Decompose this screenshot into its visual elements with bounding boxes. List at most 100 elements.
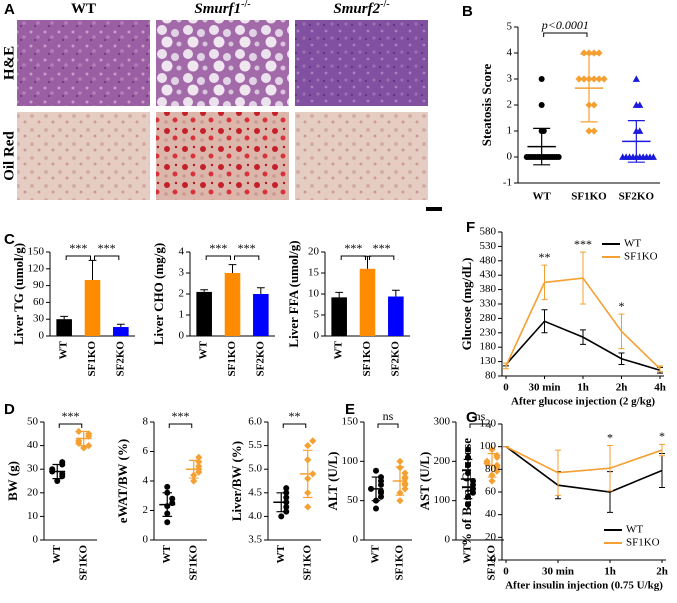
- significance-bracket: [543, 32, 588, 37]
- dot: [49, 466, 56, 473]
- significance-label: *: [607, 430, 613, 444]
- bar: [331, 297, 347, 336]
- y-axis-label: Steatosis Score: [479, 64, 494, 147]
- y-axis-label: Liver CHO (mg/g): [151, 243, 166, 345]
- dot: [85, 442, 93, 450]
- y-tick-label: 30: [33, 313, 45, 325]
- y-tick-label: 60: [485, 486, 497, 498]
- histology-image: [17, 112, 150, 200]
- dot: [373, 505, 379, 512]
- bar: [388, 296, 404, 336]
- dot: [396, 497, 404, 505]
- x-tick-label: 2h: [616, 382, 628, 394]
- dot: [278, 513, 285, 520]
- y-tick-label: 100: [480, 440, 497, 452]
- significance-bracket: [377, 423, 399, 428]
- dot: [195, 462, 203, 470]
- dot: [169, 495, 176, 502]
- significance-bracket: [168, 423, 193, 428]
- error-bar: [541, 309, 548, 334]
- bar: [359, 268, 376, 336]
- gene-name: Smurf1: [194, 1, 241, 17]
- x-tick-label: 0: [503, 382, 509, 394]
- significance-bracket: [282, 423, 307, 428]
- gene-name: WT: [71, 1, 96, 17]
- dot: [85, 430, 93, 438]
- dot: [283, 494, 290, 501]
- dot: [595, 75, 603, 83]
- y-axis-label: eWAT/BW (%): [115, 439, 130, 523]
- y-axis-label: Liver/BW (%): [229, 441, 244, 521]
- sd-bar: [463, 458, 473, 500]
- y-axis-label: Glucose (mg/dL): [459, 258, 474, 351]
- y-tick-label: 80: [485, 463, 497, 475]
- y-tick-label: 10: [308, 288, 320, 300]
- panel-letter: B: [462, 3, 473, 20]
- y-tick-label: 0: [445, 534, 451, 546]
- legend-label: SF1KO: [626, 537, 660, 549]
- dot: [488, 477, 496, 485]
- x-tick-label: 1h: [577, 382, 589, 394]
- y-tick-label: 120: [480, 418, 497, 430]
- y-tick-label: 40: [485, 508, 497, 520]
- dot: [283, 503, 290, 510]
- error-bar: [541, 264, 548, 301]
- y-tick-label: 5: [507, 21, 513, 33]
- error-bar: [363, 255, 372, 269]
- y-tick-label: 180: [480, 341, 497, 353]
- x-tick-label: WT: [51, 544, 63, 563]
- y-tick-label: 0: [143, 534, 149, 546]
- sd-bar: [302, 449, 313, 499]
- histology-image: [295, 112, 428, 200]
- x-tick-label: SF2KO: [389, 341, 401, 377]
- dot: [590, 101, 598, 109]
- dot: [540, 128, 547, 134]
- dot: [636, 127, 644, 134]
- x-tick-label: SF1KO: [187, 545, 199, 581]
- significance-label: ***: [98, 241, 116, 255]
- legend-label: WT: [626, 524, 643, 536]
- y-axis-label: % of Basal Glucose: [459, 438, 474, 546]
- dot: [190, 477, 198, 485]
- y-tick-label: 230: [480, 326, 497, 338]
- legend-label: SF1KO: [624, 251, 658, 263]
- dot: [75, 427, 83, 436]
- dot: [195, 458, 203, 466]
- error-bar: [618, 352, 625, 365]
- y-tick-label: 6.0: [248, 416, 262, 428]
- error-bar: [228, 264, 237, 273]
- bar: [196, 291, 212, 336]
- y-tick-label: 50: [347, 494, 359, 506]
- x-tick-label: 4h: [654, 382, 666, 394]
- y-axis-label: AST (U/L): [417, 452, 432, 511]
- error-bar: [60, 315, 69, 320]
- y-tick-label: 3: [507, 73, 513, 85]
- column-label: Smurf1-/-: [194, 0, 250, 17]
- dot: [59, 470, 66, 477]
- y-tick-label: 480: [480, 254, 497, 266]
- dot: [396, 457, 404, 465]
- y-tick-label: 4.5: [248, 486, 262, 498]
- dot: [538, 76, 545, 82]
- histology-image: [156, 112, 289, 200]
- significance-label: **: [539, 250, 551, 264]
- significance-label: ***: [172, 409, 190, 423]
- y-tick-label: 3: [179, 267, 185, 279]
- dot: [465, 501, 471, 508]
- dot: [590, 127, 598, 135]
- dot: [378, 474, 384, 481]
- dot: [483, 457, 491, 465]
- series-line: [505, 445, 663, 474]
- y-tick-label: 1: [179, 309, 185, 321]
- error-bar: [580, 329, 586, 345]
- y-tick-label: 50: [27, 416, 39, 428]
- x-tick-label: SF1KO: [226, 341, 238, 377]
- y-axis-label: BW (g): [5, 461, 20, 501]
- dot: [555, 154, 562, 160]
- dot: [465, 446, 471, 453]
- x-tick-label: 30 min: [528, 382, 560, 394]
- bar: [56, 319, 72, 336]
- significance-label: ***: [373, 241, 391, 255]
- dot: [580, 75, 588, 83]
